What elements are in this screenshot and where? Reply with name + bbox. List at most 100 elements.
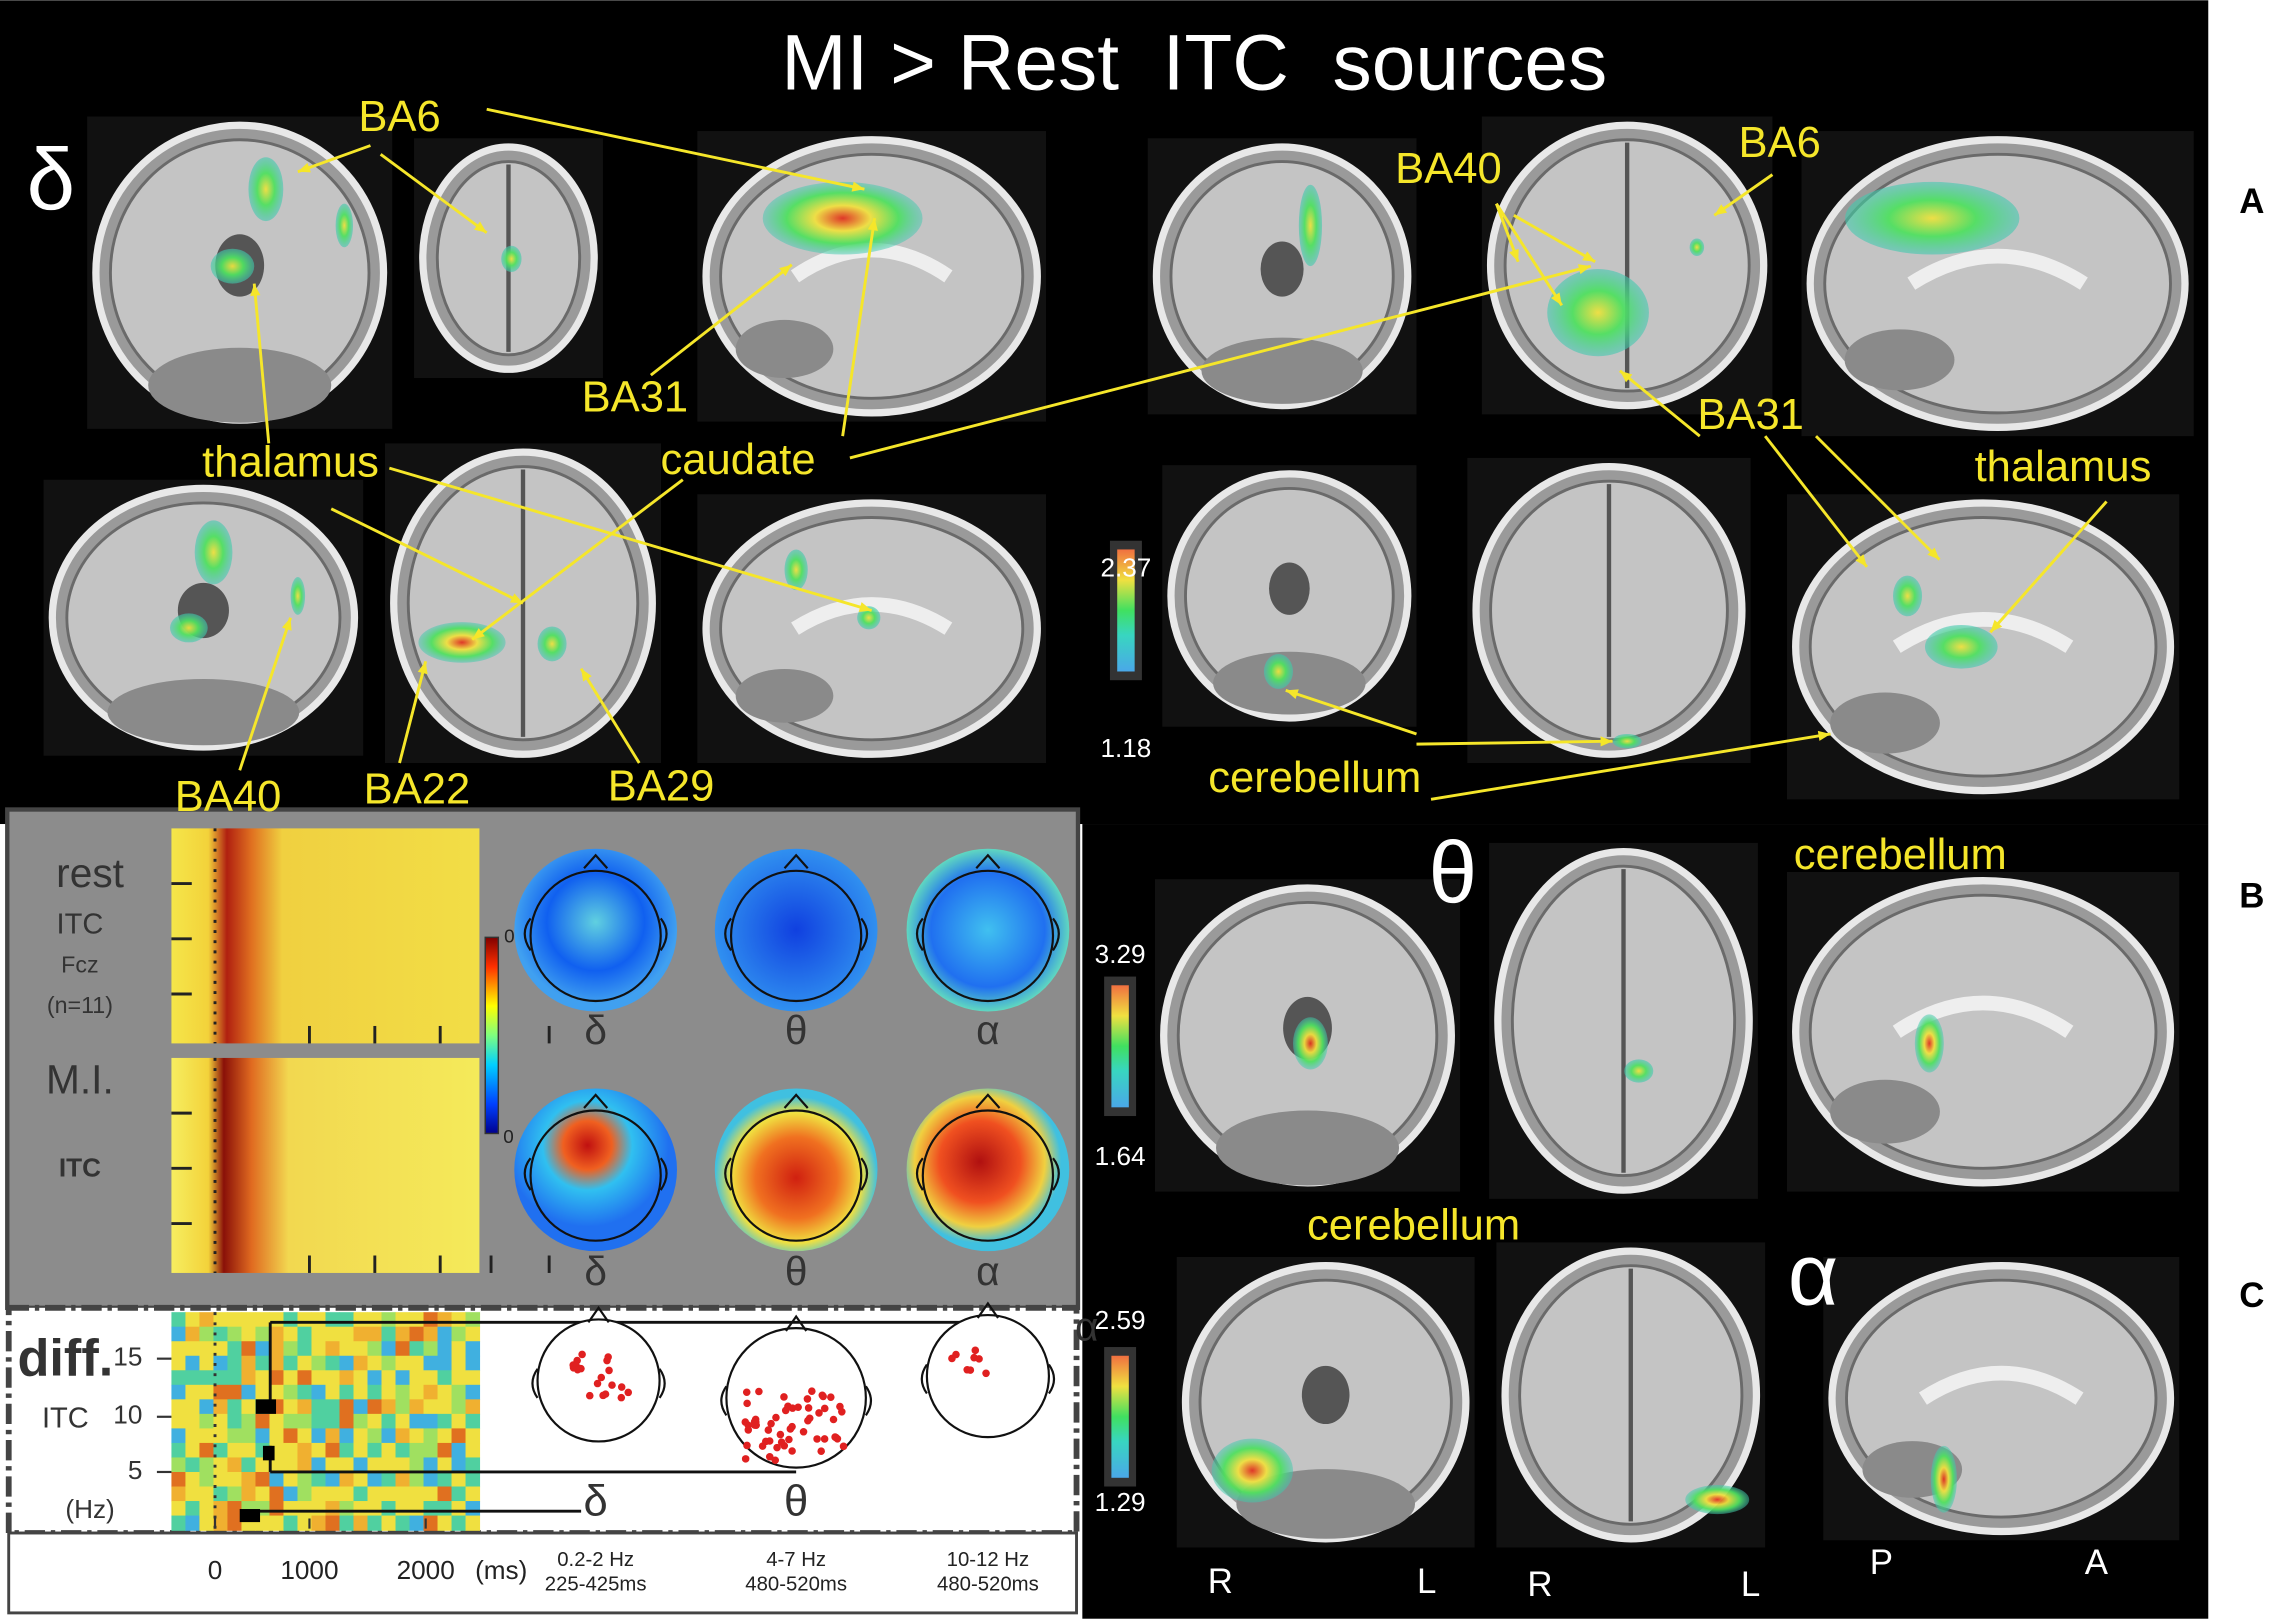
diff-cell [381,1515,397,1531]
ear [724,917,869,952]
diff-cell [283,1457,298,1473]
diff-cell [241,1486,256,1502]
diff-cell [409,1457,425,1473]
row-label: (n=11) [47,992,113,1018]
activation [194,520,233,585]
diff-cell [297,1370,313,1386]
cerebellum-shape [1844,329,1955,391]
colorbar-max: 2.59 [1095,1305,1146,1335]
diff-cell [269,1486,284,1502]
cerebellum-shape [1830,692,1940,754]
diff-cell [297,1341,313,1357]
diff-cell [423,1341,439,1357]
diff-cell [297,1399,313,1415]
diff-cell [423,1326,439,1342]
region-label: thalamus [202,439,379,487]
diff-cell [395,1326,411,1342]
diff-cell [367,1384,383,1401]
significant-electrode [593,1379,602,1388]
diff-cell [451,1428,467,1444]
diff-cell [269,1428,284,1444]
cerebellum-shape [107,679,300,746]
topomap [906,848,1070,1012]
row-label: ITC [57,908,104,940]
diff-cell [409,1471,425,1488]
significance-marker [239,1509,261,1523]
nose [975,1093,1001,1109]
significant-electrode [780,1441,789,1450]
colorbar-min: 1.29 [1095,1487,1146,1517]
arrow [1430,732,1831,801]
significant-electrode [772,1413,780,1422]
nose [975,853,1001,869]
diff-cell [199,1413,214,1430]
diff-cell [171,1355,186,1372]
diff-cell [213,1384,228,1401]
diff-cell [241,1413,256,1430]
diff-cell [213,1515,228,1531]
diff-cell [353,1341,369,1357]
arrow [1764,435,1869,568]
diff-cell [311,1428,327,1444]
diff-cell [311,1442,327,1459]
diff-cell [213,1501,228,1517]
panel-label: B [2239,876,2264,915]
diff-cell [227,1413,242,1430]
significant-electrode [575,1364,583,1373]
diff-cell [339,1370,355,1386]
diff-cell [381,1428,397,1444]
diff-cell [409,1326,425,1342]
diff-cell [227,1399,242,1415]
band-label: δ [584,1248,607,1294]
significant-electrode [804,1404,813,1412]
head-outline [921,869,1055,1003]
significant-electrode [599,1391,607,1400]
diff-cell [437,1341,453,1357]
activation [1547,269,1649,357]
diff-cell [409,1384,425,1401]
diff-cell [213,1341,228,1357]
arrow [1416,739,1613,746]
diff-cell [353,1457,369,1473]
diff-cell [381,1413,397,1430]
colorbar-scale [1111,985,1129,1108]
arrow [649,263,793,377]
activation [169,613,208,643]
diff-cell [255,1312,270,1328]
diff-cell [353,1355,369,1372]
diff-cell [255,1413,270,1430]
y-tick-label: 5 [128,1455,143,1485]
diff-cell [171,1486,186,1502]
time-frequency-map [171,828,480,1044]
diff-cell [451,1326,467,1342]
diff-cell [395,1442,411,1459]
ear [915,917,1060,952]
diff-cell [325,1428,341,1444]
arrow [579,667,641,764]
diff-cell [199,1355,214,1372]
diff-cell [255,1370,270,1386]
diff-cell [423,1399,439,1415]
diff-cell [213,1399,228,1415]
diff-cell [269,1370,284,1386]
region-label: cerebellum [1794,831,2007,879]
region-label: BA29 [608,763,715,811]
diff-cell [255,1457,270,1473]
significant-electrode [767,1419,775,1428]
significant-electrode [755,1387,763,1396]
diff-cell [325,1384,341,1401]
diff-cell [227,1471,242,1488]
diff-cell [423,1486,439,1502]
diff-cell [185,1355,200,1372]
diff-cell [465,1413,481,1430]
diff-cell [339,1486,355,1502]
diff-cell [241,1457,256,1473]
activation [1845,181,2020,255]
diff-cell [395,1341,411,1357]
diff-cell [451,1370,467,1386]
diff-cell [437,1515,453,1531]
arrow-head [1990,619,2003,633]
region-label: cerebellum [1208,754,1421,802]
region-label: BA6 [1739,119,1821,167]
